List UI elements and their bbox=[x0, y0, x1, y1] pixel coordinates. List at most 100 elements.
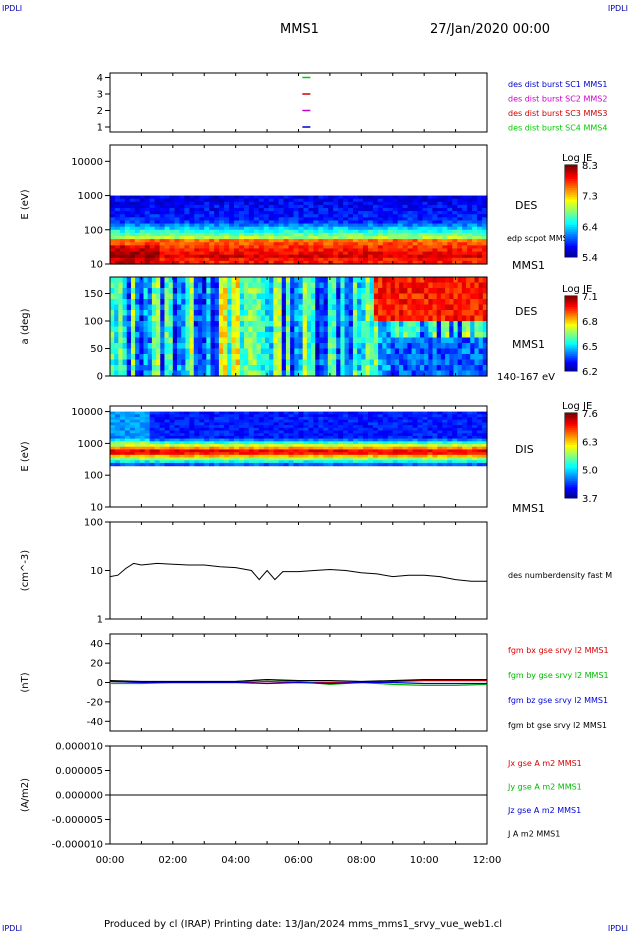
heat-cell bbox=[428, 348, 434, 355]
heat-cell bbox=[382, 223, 389, 228]
heat-cell bbox=[338, 419, 344, 424]
heat-cell bbox=[169, 441, 176, 445]
heat-cell bbox=[302, 354, 308, 361]
heat-cell bbox=[164, 441, 171, 445]
heat-cell bbox=[358, 425, 364, 429]
heat-cell bbox=[313, 232, 319, 237]
heat-cell bbox=[467, 223, 473, 228]
heat-cell bbox=[470, 326, 476, 333]
heat-cell bbox=[253, 242, 260, 246]
heat-cell bbox=[382, 239, 389, 243]
heat-cell bbox=[114, 207, 121, 212]
heat-cell bbox=[174, 211, 181, 215]
heat-cell bbox=[219, 411, 225, 415]
heat-cell bbox=[315, 304, 321, 311]
heat-cell bbox=[122, 277, 128, 284]
heat-cell bbox=[402, 435, 409, 440]
heat-cell bbox=[124, 245, 131, 250]
heat-cell bbox=[358, 257, 364, 262]
heat-cell bbox=[437, 430, 443, 434]
heat-cell bbox=[353, 257, 359, 262]
heat-cell bbox=[361, 326, 367, 333]
heat-cell bbox=[377, 195, 384, 200]
heat-cell bbox=[411, 321, 417, 328]
heat-cell bbox=[328, 204, 334, 209]
heat-cell bbox=[422, 242, 429, 246]
heat-cell bbox=[348, 239, 354, 243]
heat-cell bbox=[189, 348, 195, 355]
heat-cell bbox=[449, 321, 455, 328]
heat-cell bbox=[189, 229, 195, 234]
heat-cell bbox=[160, 315, 166, 322]
heat-cell bbox=[179, 449, 186, 453]
heat-cell bbox=[283, 239, 290, 243]
heat-cell bbox=[260, 348, 266, 355]
heat-cell bbox=[288, 430, 295, 434]
heat-cell bbox=[318, 195, 324, 200]
heat-cell bbox=[135, 321, 140, 328]
heat-cell bbox=[467, 444, 473, 448]
heat-cell bbox=[204, 226, 210, 231]
heat-cell bbox=[151, 293, 157, 300]
heat-cell bbox=[134, 251, 141, 256]
heat-cell bbox=[189, 449, 195, 453]
heat-cell bbox=[453, 321, 459, 328]
heat-cell bbox=[231, 288, 237, 295]
heat-cell bbox=[447, 242, 453, 246]
heat-cell bbox=[367, 235, 374, 240]
heat-cell bbox=[110, 460, 116, 464]
heat-cell bbox=[348, 223, 354, 228]
heat-cell bbox=[390, 315, 396, 322]
heat-cell bbox=[308, 217, 314, 222]
heat-cell bbox=[436, 348, 442, 355]
heat-cell bbox=[427, 217, 434, 222]
heat-cell bbox=[452, 229, 458, 234]
heat-cell bbox=[407, 457, 414, 461]
heat-cell bbox=[194, 254, 200, 259]
heat-cell bbox=[372, 452, 379, 456]
heat-cell bbox=[343, 204, 349, 209]
heat-cell bbox=[472, 460, 478, 464]
heat-cell bbox=[234, 214, 240, 218]
heat-cell bbox=[403, 365, 409, 372]
heat-cell bbox=[147, 277, 153, 284]
heat-cell bbox=[402, 462, 409, 467]
heat-cell bbox=[387, 446, 394, 451]
heat-cell bbox=[452, 435, 458, 440]
heat-cell bbox=[427, 223, 434, 228]
heat-cell bbox=[197, 282, 203, 289]
heat-cell bbox=[124, 417, 131, 421]
heat-cell bbox=[177, 337, 182, 344]
heat-cell bbox=[238, 462, 245, 467]
heat-cell bbox=[343, 414, 349, 418]
heat-cell bbox=[461, 348, 467, 355]
heat-cell bbox=[422, 446, 429, 451]
heat-cell bbox=[285, 326, 291, 333]
heat-cell bbox=[303, 425, 310, 429]
heat-cell bbox=[223, 299, 228, 306]
heat-cell bbox=[269, 299, 274, 306]
heat-cell bbox=[134, 226, 141, 231]
heat-cell bbox=[394, 337, 400, 344]
heat-cell bbox=[303, 207, 310, 212]
heat-cell bbox=[353, 242, 359, 246]
heat-cell bbox=[139, 288, 145, 295]
heat-cell bbox=[156, 299, 161, 306]
heat-cell bbox=[258, 427, 265, 432]
heat-cell bbox=[453, 293, 459, 300]
heat-cell bbox=[174, 414, 181, 418]
heat-cell bbox=[437, 195, 443, 200]
heat-cell bbox=[110, 257, 116, 262]
legend-sc4: des dist burst SC4 MMS4 bbox=[508, 124, 607, 133]
heat-cell bbox=[149, 248, 156, 253]
heat-cell bbox=[130, 293, 136, 300]
heat-cell bbox=[209, 462, 215, 467]
heat-cell bbox=[119, 245, 126, 250]
heat-cell bbox=[238, 198, 245, 203]
heat-cell bbox=[252, 321, 258, 328]
heat-cell bbox=[124, 433, 131, 437]
heat-cell bbox=[243, 422, 250, 426]
heat-cell bbox=[179, 425, 186, 429]
heat-cell bbox=[268, 422, 275, 426]
heat-cell bbox=[382, 242, 389, 246]
